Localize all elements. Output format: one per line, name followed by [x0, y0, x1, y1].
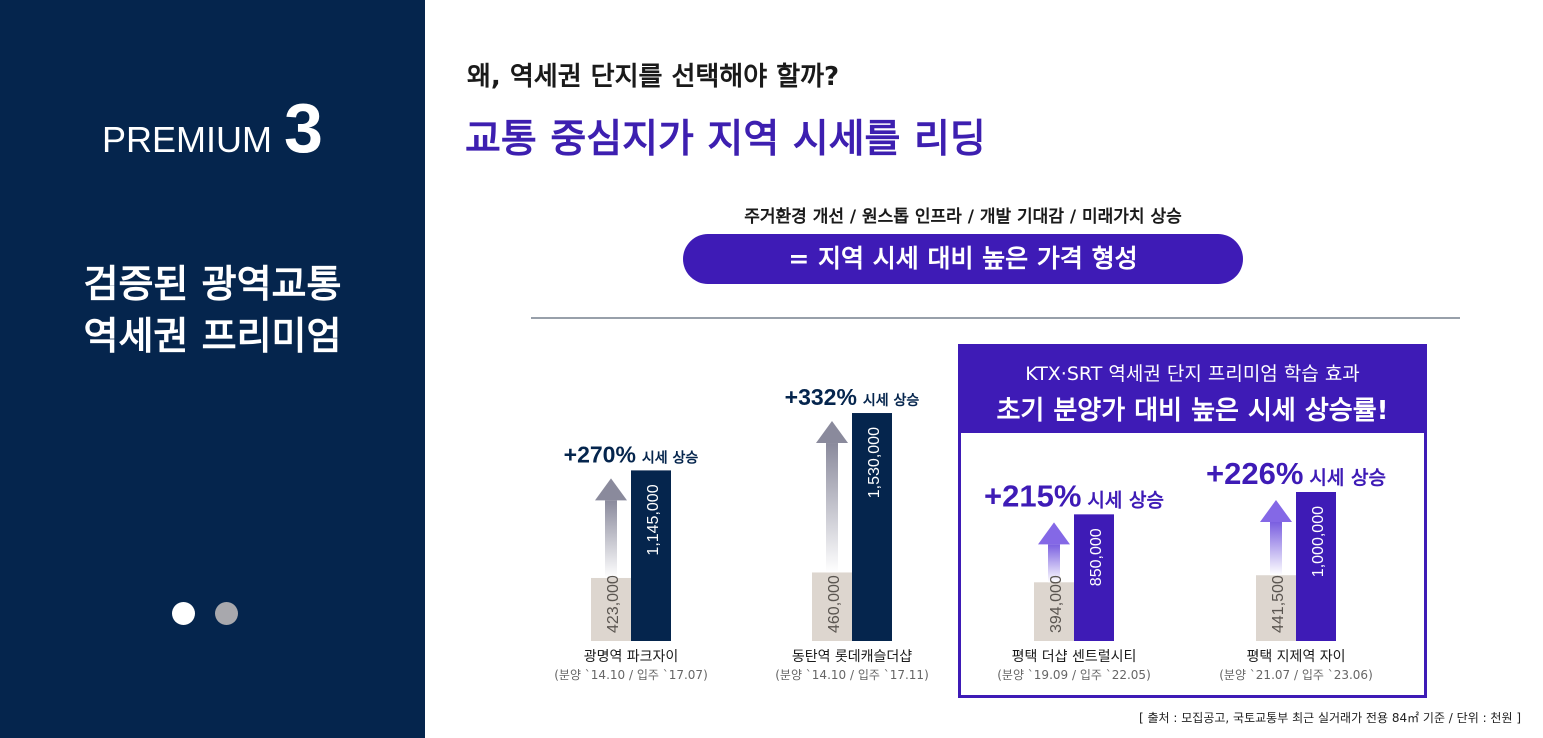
category-period: (분양 `19.09 / 입주 `22.05) [997, 668, 1151, 682]
category-name: 평택 지제역 자이 [1246, 649, 1345, 665]
rise-percent-value: +215% [984, 478, 1081, 513]
slide-indicator [172, 602, 258, 629]
premium-number: 3 [284, 89, 323, 167]
rise-percent-value: +270% [564, 441, 636, 467]
presale-bar [1034, 582, 1074, 641]
left-panel: PREMIUM 3 검증된 광역교통 역세권 프리미엄 [0, 0, 425, 738]
rise-percent-label: +332% 시세 상승 [785, 384, 920, 410]
main-headline: 교통 중심지가 지역 시세를 리딩 [465, 117, 986, 162]
category-period: (분양 `14.10 / 입주 `17.11) [775, 668, 929, 682]
presale-value-label: 423,000 [605, 575, 622, 633]
presale-bar [591, 577, 631, 641]
panel-title-line-2: 역세권 프리미엄 [83, 314, 342, 358]
current-bar [1074, 514, 1114, 641]
rise-arrow-shaft [1270, 522, 1282, 576]
category-period: (분양 `14.10 / 입주 `17.07) [554, 668, 708, 682]
rise-percent-suffix: 시세 상승 [1309, 467, 1386, 489]
source-note: [ 출처 : 모집공고, 국토교통부 최근 실거래가 전용 84㎡ 기준 / 단… [1139, 711, 1521, 725]
current-value-label: 1,000,000 [1310, 506, 1327, 577]
current-bar [631, 470, 671, 641]
rise-percent-label: +270% 시세 상승 [564, 441, 699, 467]
current-value-label: 850,000 [1088, 528, 1105, 586]
rise-percent-label: +226% 시세 상승 [1206, 456, 1386, 491]
current-bar [852, 413, 892, 641]
formula-pill: = 지역 시세 대비 높은 가격 형성 [683, 234, 1243, 284]
ktx-box-title: 초기 분양가 대비 높은 시세 상승률! [996, 396, 1389, 426]
rise-percent-value: +332% [785, 384, 857, 410]
presale-value-label: 460,000 [826, 575, 843, 633]
slide-dot-2[interactable] [215, 602, 238, 625]
rise-arrow-head [816, 421, 848, 444]
presale-value-label: 441,500 [1270, 575, 1287, 633]
slide-dot-1[interactable] [172, 602, 195, 625]
premium-word: PREMIUM [102, 119, 273, 160]
category-name: 평택 더샵 센트럴시티 [1012, 649, 1137, 665]
current-value-label: 1,145,000 [645, 484, 662, 555]
rise-arrow-head [595, 478, 627, 501]
panel-title: 검증된 광역교통 역세권 프리미엄 [0, 258, 425, 362]
rise-percent-suffix: 시세 상승 [1087, 489, 1164, 511]
rise-percent-value: +226% [1206, 456, 1303, 491]
premium-label: PREMIUM 3 [0, 88, 425, 168]
rise-percent-label: +215% 시세 상승 [984, 478, 1164, 513]
category-name: 광명역 파크자이 [584, 649, 679, 665]
current-bar [1296, 492, 1336, 641]
presale-value-label: 394,000 [1048, 575, 1065, 633]
category-name: 동탄역 롯데캐슬더샵 [792, 649, 912, 665]
rise-arrow-head [1260, 500, 1292, 522]
panel-title-line-1: 검증된 광역교통 [83, 262, 342, 306]
presale-bar [812, 572, 852, 641]
rise-arrow-shaft [605, 500, 617, 578]
presale-bar [1256, 575, 1296, 641]
question-heading: 왜, 역세권 단지를 선택해야 할까? [467, 62, 840, 92]
rise-arrow-shaft [826, 443, 838, 573]
current-value-label: 1,530,000 [866, 427, 883, 498]
ktx-box-subtitle: KTX·SRT 역세권 단지 프리미엄 학습 효과 [1025, 363, 1360, 385]
rise-arrow-head [1038, 522, 1070, 545]
ktx-box-header: KTX·SRT 역세권 단지 프리미엄 학습 효과 초기 분양가 대비 높은 시… [961, 347, 1424, 433]
rise-percent-suffix: 시세 상승 [863, 393, 920, 409]
category-period: (분양 `21.07 / 입주 `23.06) [1219, 668, 1373, 682]
divider [531, 317, 1460, 319]
rise-percent-suffix: 시세 상승 [642, 450, 699, 466]
rise-arrow-shaft [1048, 544, 1060, 583]
factor-list: 주거환경 개선 / 원스톱 인프라 / 개발 기대감 / 미래가치 상승 [744, 207, 1182, 227]
